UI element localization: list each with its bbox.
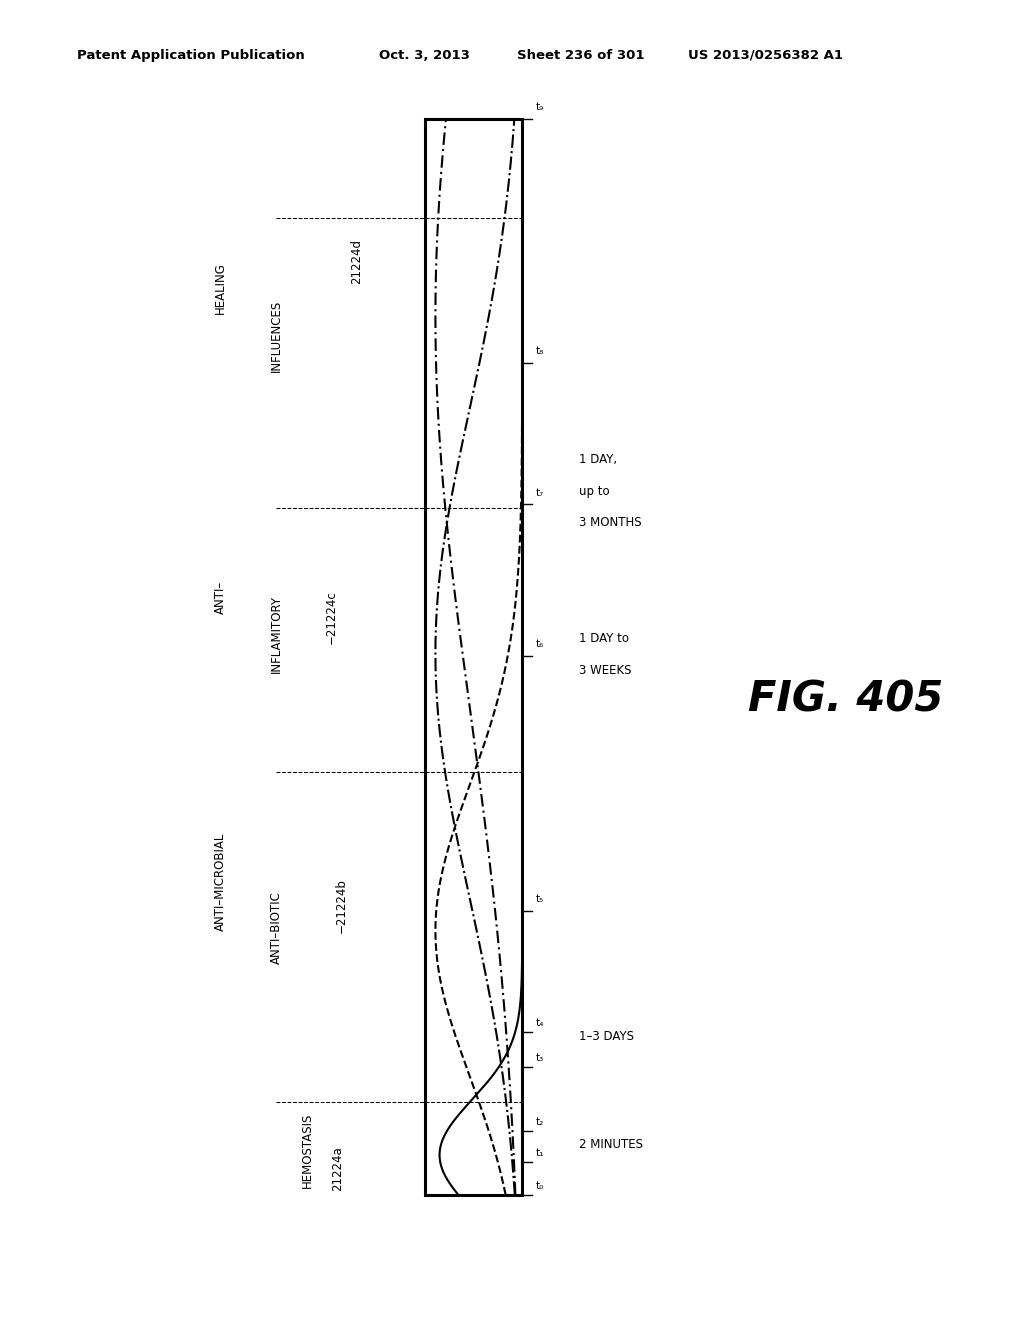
Text: t₂: t₂ [536, 1117, 544, 1127]
Text: 21224d: 21224d [350, 239, 362, 284]
Text: t₇: t₇ [536, 487, 544, 498]
Text: t₆: t₆ [536, 639, 544, 649]
Text: 3 MONTHS: 3 MONTHS [579, 516, 641, 529]
Text: 1 DAY to: 1 DAY to [579, 632, 629, 645]
Text: ANTI–: ANTI– [214, 581, 226, 614]
Text: 2 MINUTES: 2 MINUTES [579, 1138, 643, 1151]
Text: HEMOSTASIS: HEMOSTASIS [301, 1113, 313, 1188]
Text: t₅: t₅ [536, 894, 544, 904]
Text: t₄: t₄ [536, 1018, 544, 1028]
Text: FIG. 405: FIG. 405 [748, 678, 943, 721]
Text: 3 WEEKS: 3 WEEKS [579, 664, 631, 677]
Text: t₁: t₁ [536, 1147, 544, 1158]
Text: −21224b: −21224b [335, 878, 347, 933]
Text: up to: up to [579, 484, 609, 498]
Text: INFLUENCES: INFLUENCES [270, 300, 283, 372]
Text: 21224a: 21224a [332, 1146, 344, 1191]
Bar [425, 119, 522, 1195]
Text: 1 DAY,: 1 DAY, [579, 453, 616, 466]
Text: Oct. 3, 2013: Oct. 3, 2013 [379, 49, 470, 62]
Text: Patent Application Publication: Patent Application Publication [77, 49, 304, 62]
Text: US 2013/0256382 A1: US 2013/0256382 A1 [688, 49, 843, 62]
Text: ANTI–MICROBIAL: ANTI–MICROBIAL [214, 832, 226, 931]
Text: INFLAMITORY: INFLAMITORY [270, 595, 283, 673]
Text: t₉: t₉ [536, 102, 544, 112]
Text: t₃: t₃ [536, 1052, 544, 1063]
Text: t₀: t₀ [536, 1180, 544, 1191]
Text: ANTI–BIOTIC: ANTI–BIOTIC [270, 891, 283, 964]
Text: HEALING: HEALING [214, 263, 226, 314]
Text: 1–3 DAYS: 1–3 DAYS [579, 1030, 634, 1043]
Text: −21224c: −21224c [325, 590, 337, 644]
Text: t₈: t₈ [536, 346, 544, 356]
Text: Sheet 236 of 301: Sheet 236 of 301 [517, 49, 645, 62]
